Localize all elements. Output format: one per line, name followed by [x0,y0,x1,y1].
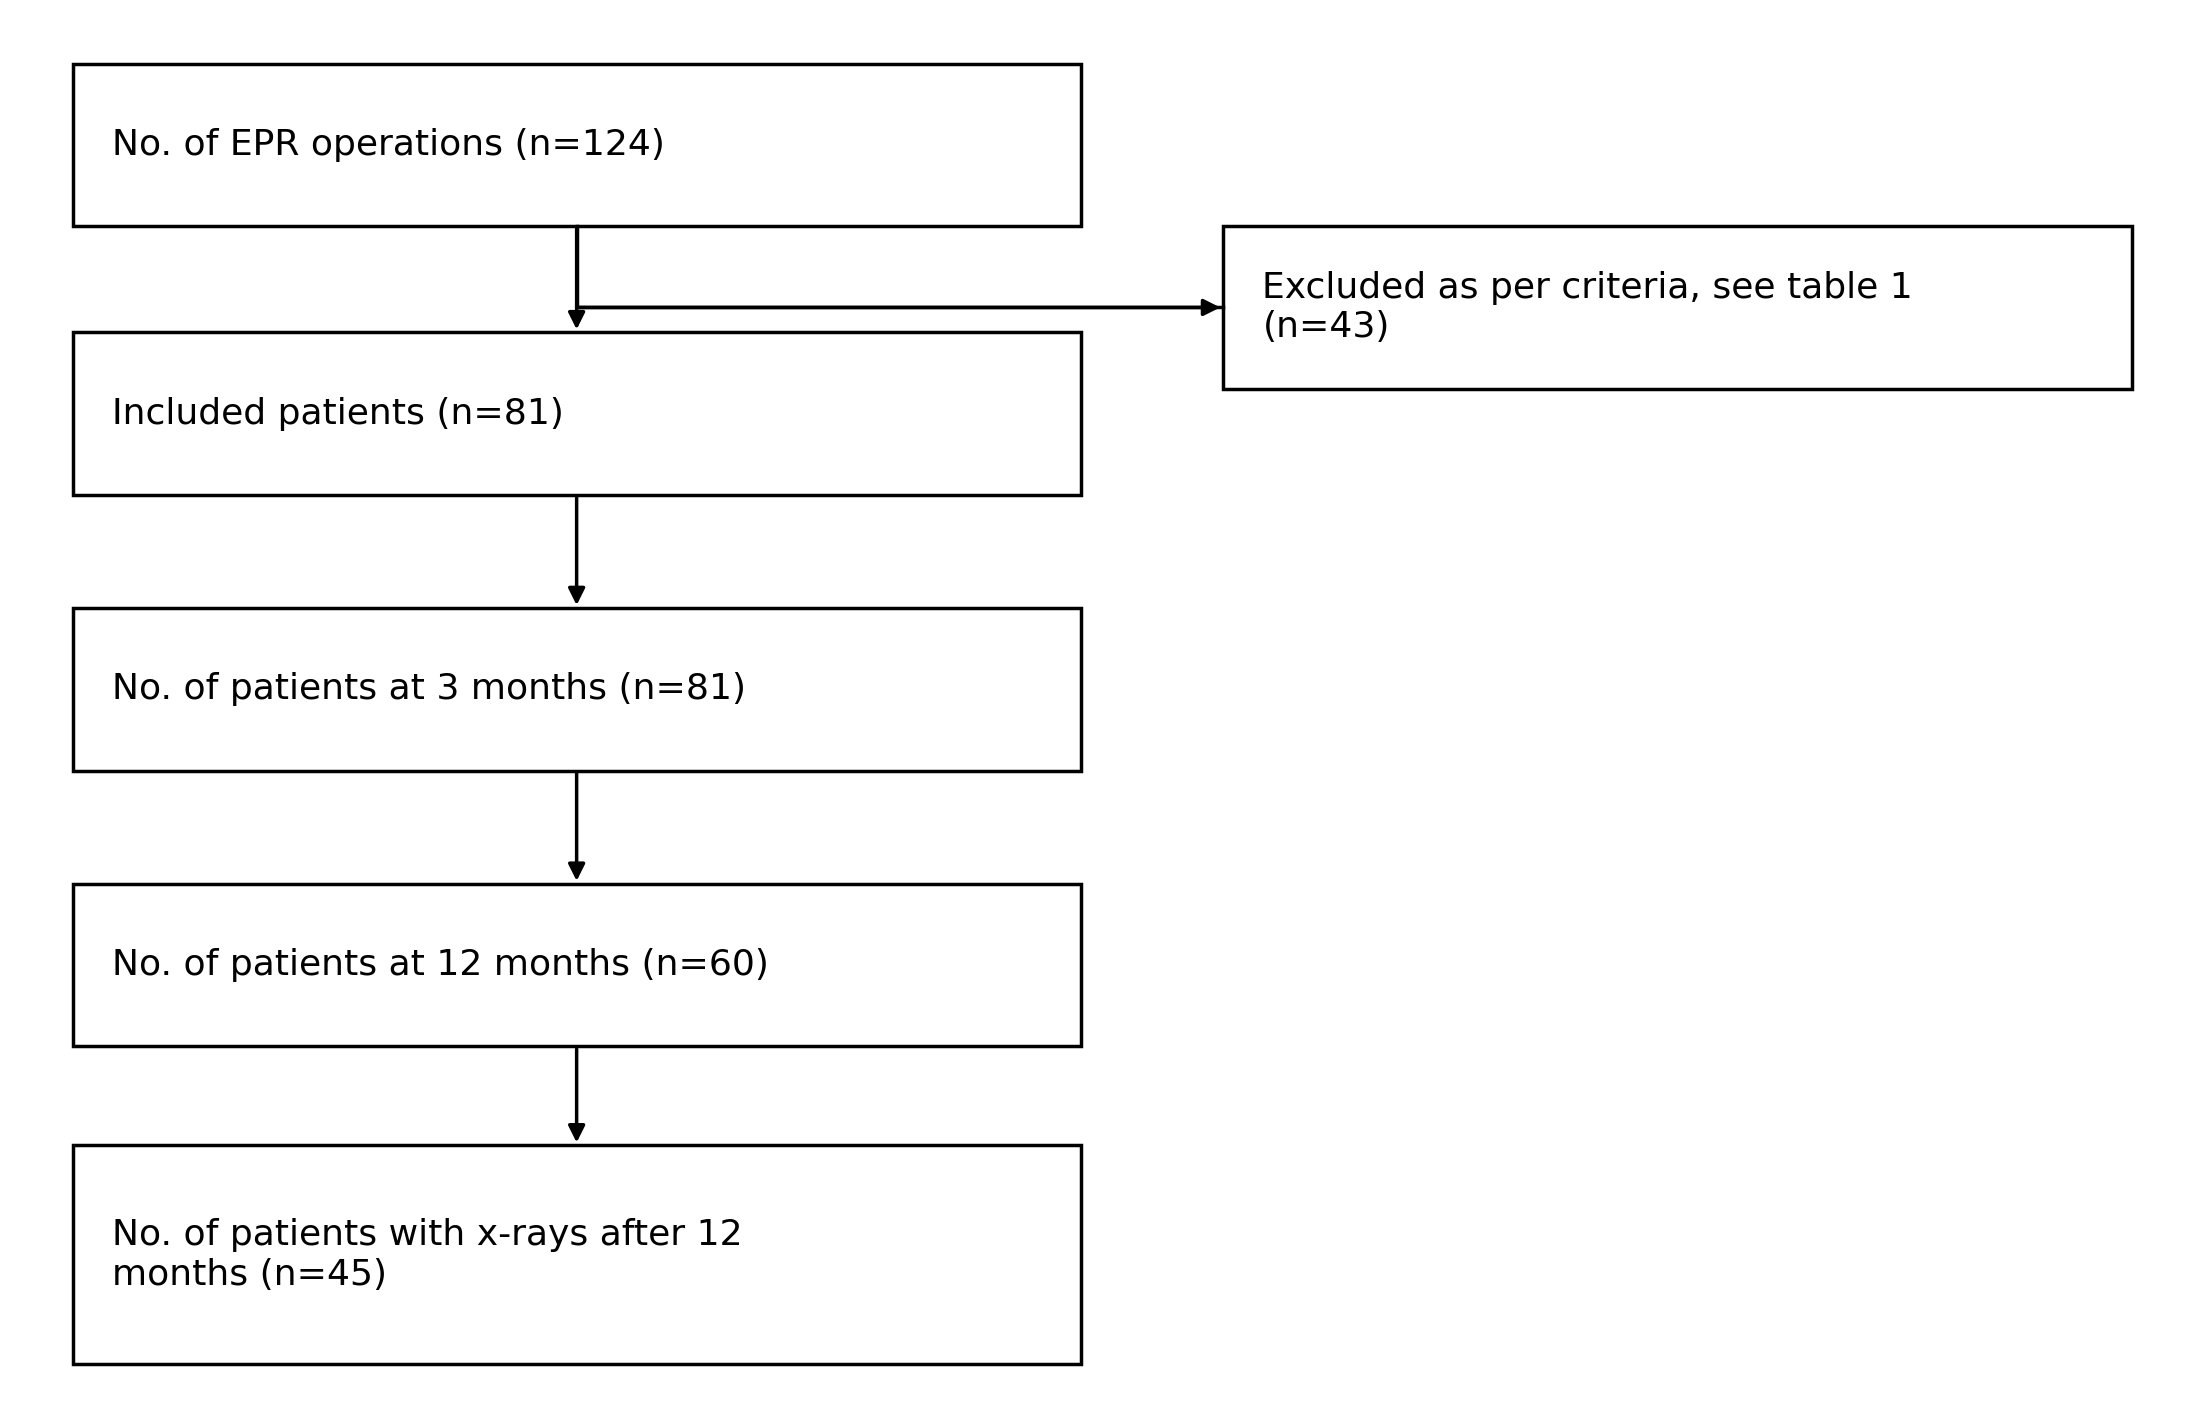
FancyBboxPatch shape [1224,226,2132,388]
Text: No. of EPR operations (n=124): No. of EPR operations (n=124) [112,129,666,161]
FancyBboxPatch shape [73,63,1080,226]
FancyBboxPatch shape [73,884,1080,1047]
Text: No. of patients with x-rays after 12
months (n=45): No. of patients with x-rays after 12 mon… [112,1218,743,1291]
Text: No. of patients at 3 months (n=81): No. of patients at 3 months (n=81) [112,673,745,707]
FancyBboxPatch shape [73,1145,1080,1365]
FancyBboxPatch shape [73,608,1080,771]
Text: No. of patients at 12 months (n=60): No. of patients at 12 months (n=60) [112,948,770,982]
FancyBboxPatch shape [73,333,1080,496]
Text: Included patients (n=81): Included patients (n=81) [112,397,564,430]
Text: Excluded as per criteria, see table 1
(n=43): Excluded as per criteria, see table 1 (n… [1263,271,1914,344]
